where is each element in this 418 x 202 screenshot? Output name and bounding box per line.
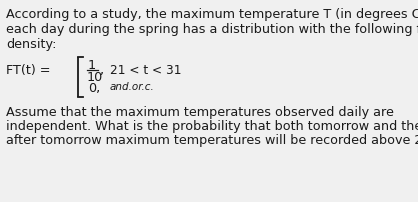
- Text: According to a study, the maximum temperature T (in degrees Celsius) of: According to a study, the maximum temper…: [6, 8, 418, 21]
- Text: independent. What is the probability that both tomorrow and the day: independent. What is the probability tha…: [6, 120, 418, 133]
- Text: FT(t) =: FT(t) =: [6, 64, 54, 77]
- Text: ,: ,: [99, 64, 103, 77]
- Text: 1: 1: [88, 59, 96, 72]
- Text: Assume that the maximum temperatures observed daily are: Assume that the maximum temperatures obs…: [6, 106, 394, 119]
- Text: 10: 10: [87, 71, 103, 84]
- Text: 0,: 0,: [88, 82, 100, 95]
- Text: each day during the spring has a distribution with the following function: each day during the spring has a distrib…: [6, 23, 418, 36]
- Text: density:: density:: [6, 38, 56, 51]
- Text: and.or.c.: and.or.c.: [110, 82, 155, 92]
- Text: after tomorrow maximum temperatures will be recorded above 26.5 °C?: after tomorrow maximum temperatures will…: [6, 134, 418, 147]
- Text: 21 < t < 31: 21 < t < 31: [110, 64, 181, 77]
